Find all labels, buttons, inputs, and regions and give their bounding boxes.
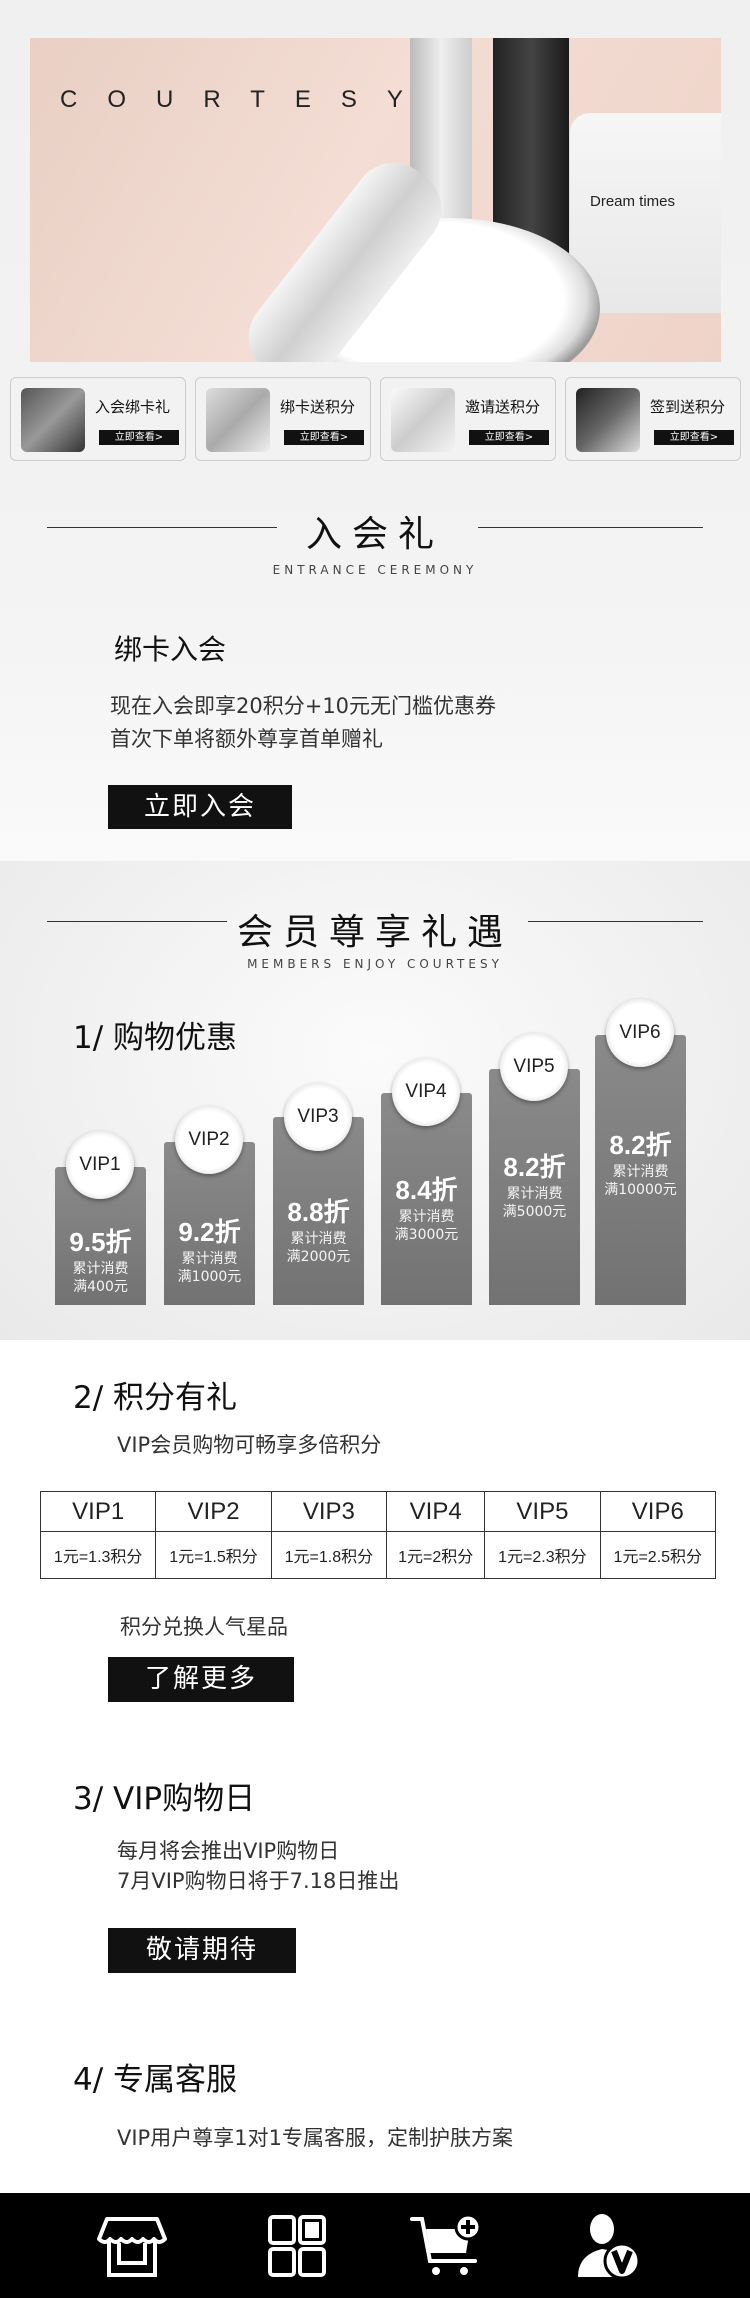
table-header: VIP4	[386, 1491, 486, 1532]
vipday-text: 每月将会推出VIP购物日	[117, 1839, 340, 1863]
vip-discount: 8.2折	[503, 1152, 566, 1182]
service-desc: VIP用户尊享1对1专属客服，定制护肤方案	[117, 2126, 513, 2150]
vip-level-badge: VIP2	[175, 1106, 243, 1174]
entrance-text: 首次下单将额外尊享首单赠礼	[110, 727, 383, 751]
vip-condition: 累计消费	[506, 1186, 563, 1202]
table-cell: 1元=1.8积分	[270, 1531, 388, 1579]
bind-card-heading: 绑卡入会	[114, 633, 227, 666]
vip-level-badge: VIP5	[500, 1033, 568, 1101]
product-thumbnail	[391, 388, 455, 452]
vip-condition: 满10000元	[604, 1182, 677, 1198]
table-cell: 1元=2.3积分	[484, 1531, 601, 1579]
vip-condition: 累计消费	[612, 1164, 669, 1180]
table-header: VIP2	[155, 1491, 272, 1532]
card-entrance-gift[interactable]: 入会绑卡礼立即查看>	[10, 377, 186, 461]
card-title: 签到送积分	[650, 398, 726, 416]
view-now-button[interactable]: 立即查看>	[99, 430, 179, 445]
coming-soon-button[interactable]: 敬请期待	[108, 1928, 296, 1973]
vipday-heading: 3/ VIP购物日	[73, 1781, 256, 1817]
vip-level-badge: VIP6	[606, 999, 674, 1067]
vip-discount: 8.8折	[287, 1197, 350, 1227]
vip-level-badge: VIP1	[66, 1131, 134, 1199]
brand-logo: Dream times	[590, 193, 676, 210]
card-invite-points[interactable]: 邀请送积分立即查看>	[380, 377, 556, 461]
vip-condition: 满2000元	[286, 1249, 351, 1265]
shopping-heading: 1/ 购物优惠	[73, 1020, 238, 1056]
entrance-subtitle: ENTRANCE CEREMONY	[272, 563, 478, 577]
table-cell: 1元=2.5积分	[599, 1531, 717, 1579]
store-icon[interactable]	[97, 2213, 167, 2279]
table-row: 1元=1.3积分 1元=1.5积分 1元=1.8积分 1元=2积分 1元=2.3积分 1元…	[39, 1531, 717, 1579]
entrance-text: 现在入会即享20积分+10元无门槛优惠券	[110, 694, 497, 718]
points-table: VIP1 VIP2 VIP3 VIP4 VIP5 VIP6 1元=1.3积分 1元=1.5积…	[39, 1491, 717, 1579]
category-grid-icon[interactable]	[262, 2213, 332, 2279]
vip-tier-bar	[381, 1093, 472, 1305]
vip-condition: 累计消费	[290, 1231, 347, 1247]
vipday-text: 7月VIP购物日将于7.18日推出	[117, 1869, 400, 1893]
learn-more-button[interactable]: 了解更多	[108, 1657, 294, 1702]
vip-tier-bar	[595, 1035, 686, 1305]
product-thumbnail	[21, 388, 85, 452]
table-header-row: VIP1 VIP2 VIP3 VIP4 VIP5 VIP6	[39, 1491, 717, 1532]
vip-user-icon[interactable]	[572, 2213, 642, 2279]
divider	[528, 921, 703, 922]
table-cell: 1元=1.3积分	[39, 1531, 157, 1579]
vip-condition: 累计消费	[72, 1261, 129, 1277]
vip-condition: 累计消费	[181, 1251, 238, 1267]
members-title: 会员尊享礼遇	[236, 912, 513, 953]
table-header: VIP3	[270, 1491, 388, 1532]
service-heading: 4/ 专属客服	[73, 2062, 238, 2098]
card-bind-points[interactable]: 绑卡送积分立即查看>	[195, 377, 371, 461]
vip-condition: 累计消费	[398, 1209, 455, 1225]
product-thumbnail	[576, 388, 640, 452]
table-header: VIP6	[599, 1491, 717, 1532]
view-now-button[interactable]: 立即查看>	[654, 430, 734, 445]
bottom-nav	[0, 2193, 750, 2298]
vip-discount: 9.2折	[178, 1217, 241, 1247]
view-now-button[interactable]: 立即查看>	[469, 430, 549, 445]
vip-condition: 满5000元	[502, 1204, 567, 1220]
table-header: VIP1	[39, 1491, 157, 1532]
vip-level-badge: VIP3	[284, 1083, 352, 1151]
vip-tier-bar	[489, 1069, 580, 1305]
card-title: 入会绑卡礼	[95, 398, 171, 416]
divider	[47, 527, 277, 528]
members-subtitle: MEMBERS ENJOY COURTESY	[247, 957, 503, 971]
table-cell: 1元=1.5积分	[155, 1531, 272, 1579]
view-now-button[interactable]: 立即查看>	[284, 430, 364, 445]
card-title: 绑卡送积分	[280, 398, 356, 416]
entrance-title: 入会礼	[305, 514, 444, 555]
points-heading: 2/ 积分有礼	[73, 1380, 238, 1416]
vip-condition: 满3000元	[394, 1227, 459, 1243]
points-desc: VIP会员购物可畅享多倍积分	[117, 1433, 382, 1457]
vip-level-badge: VIP4	[392, 1058, 460, 1126]
table-header: VIP5	[484, 1491, 601, 1532]
card-checkin-points[interactable]: 签到送积分立即查看>	[565, 377, 741, 461]
card-title: 邀请送积分	[465, 398, 541, 416]
divider	[47, 921, 227, 922]
table-cell: 1元=2积分	[386, 1531, 486, 1579]
hero-banner[interactable]: Dream times COURTESY	[30, 38, 721, 362]
vip-condition: 满1000元	[177, 1269, 242, 1285]
join-now-button[interactable]: 立即入会	[108, 785, 292, 829]
vip-discount: 8.4折	[395, 1175, 458, 1205]
banner-headline: COURTESY	[60, 86, 433, 113]
vip-condition: 满400元	[73, 1279, 128, 1295]
redeem-text: 积分兑换人气星品	[120, 1615, 288, 1639]
product-pouch-image	[570, 113, 721, 313]
product-thumbnail	[206, 388, 270, 452]
vip-discount: 8.2折	[609, 1130, 672, 1160]
vip-discount: 9.5折	[69, 1227, 132, 1257]
divider	[478, 527, 703, 528]
cart-add-icon[interactable]	[410, 2213, 480, 2279]
